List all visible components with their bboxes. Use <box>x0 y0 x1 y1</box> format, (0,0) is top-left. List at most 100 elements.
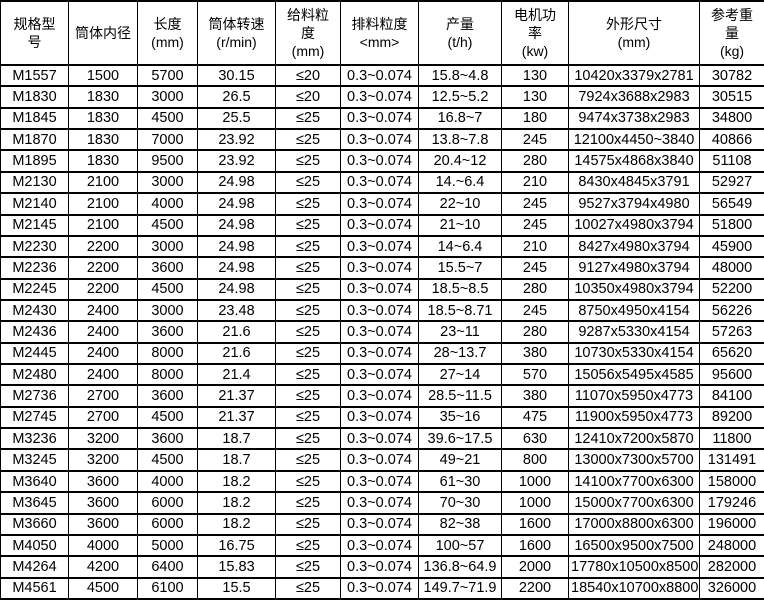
cell-feed-size: ≤25 <box>275 469 341 494</box>
cell-discharge-size: 0.3~0.074 <box>340 128 419 152</box>
table-row: M3236 3200 3600 18.7 ≤25 0.3~0.074 39.6~17.5 63… <box>0 427 764 451</box>
cell-rotate-speed: 23.48 <box>197 298 276 323</box>
cell-length: 4500 <box>137 448 198 472</box>
cell-model: M2480 <box>0 363 69 387</box>
cell-length: 9500 <box>137 149 198 173</box>
column-header-line: 参考重 <box>711 7 753 23</box>
cell-ref-weight: 158000 <box>699 469 764 494</box>
cell-discharge-size: 0.3~0.074 <box>340 576 419 600</box>
cell-discharge-size: 0.3~0.074 <box>340 256 419 280</box>
cell-rotate-speed: 16.75 <box>197 533 276 558</box>
cell-feed-size: ≤25 <box>275 491 341 515</box>
cell-capacity: 23~11 <box>418 320 502 344</box>
cell-discharge-size: 0.3~0.074 <box>340 298 419 323</box>
cell-motor-power: 245 <box>501 256 569 280</box>
cell-capacity: 14.~6.4 <box>418 170 502 195</box>
cell-model: M2145 <box>0 213 69 237</box>
cell-discharge-size: 0.3~0.074 <box>340 363 419 387</box>
cell-length: 5700 <box>137 63 198 88</box>
cell-capacity: 149.7~71.9 <box>418 576 502 600</box>
cell-inner-diameter: 1830 <box>68 128 138 152</box>
cell-inner-diameter: 3600 <box>68 491 138 515</box>
cell-inner-diameter: 2400 <box>68 298 138 323</box>
cell-model: M3245 <box>0 448 69 472</box>
cell-motor-power: 280 <box>501 320 569 344</box>
column-header-line: 规格型 <box>13 16 56 32</box>
cell-motor-power: 280 <box>501 277 569 301</box>
cell-rotate-speed: 24.98 <box>197 192 276 216</box>
table-row: M1895 1830 9500 23.92 ≤25 0.3~0.074 20.4~12 280… <box>0 149 764 173</box>
cell-dimensions: 17000x8800x6300 <box>568 512 700 536</box>
cell-length: 4500 <box>137 106 198 131</box>
cell-inner-diameter: 1830 <box>68 85 138 109</box>
cell-dimensions: 15056x5495x4585 <box>568 363 700 387</box>
cell-motor-power: 475 <box>501 405 569 430</box>
cell-discharge-size: 0.3~0.074 <box>340 213 419 237</box>
cell-dimensions: 9527x3794x4980 <box>568 192 700 216</box>
cell-motor-power: 280 <box>501 149 569 173</box>
column-header-line: <mm> <box>359 34 400 50</box>
table-row: M2130 2100 3000 24.98 ≤25 0.3~0.074 14.~6.4 210… <box>0 170 764 195</box>
cell-length: 4500 <box>137 213 198 237</box>
cell-ref-weight: 95600 <box>699 363 764 387</box>
cell-discharge-size: 0.3~0.074 <box>340 63 419 88</box>
table-row: M1870 1830 7000 23.92 ≤25 0.3~0.074 13.8~7.8 24… <box>0 128 764 152</box>
cell-inner-diameter: 1500 <box>68 63 138 88</box>
table-row: M2230 2200 3000 24.98 ≤25 0.3~0.074 14~6.4 210 8… <box>0 234 764 259</box>
cell-ref-weight: 40866 <box>699 128 764 152</box>
cell-length: 6100 <box>137 576 198 600</box>
cell-length: 4500 <box>137 277 198 301</box>
cell-discharge-size: 0.3~0.074 <box>340 405 419 430</box>
cell-ref-weight: 56549 <box>699 192 764 216</box>
cell-motor-power: 1600 <box>501 512 569 536</box>
table-row: M2745 2700 4500 21.37 ≤25 0.3~0.074 35~16 475 11… <box>0 405 764 430</box>
cell-discharge-size: 0.3~0.074 <box>340 170 419 195</box>
cell-dimensions: 12100x4450~3840 <box>568 128 700 152</box>
cell-discharge-size: 0.3~0.074 <box>340 384 419 408</box>
cell-rotate-speed: 21.4 <box>197 363 276 387</box>
cell-model: M2445 <box>0 341 69 366</box>
cell-discharge-size: 0.3~0.074 <box>340 448 419 472</box>
column-header-line: 量 <box>725 25 739 41</box>
cell-discharge-size: 0.3~0.074 <box>340 512 419 536</box>
cell-length: 6400 <box>137 555 198 579</box>
cell-ref-weight: 45900 <box>699 234 764 259</box>
cell-motor-power: 245 <box>501 192 569 216</box>
cell-model: M2140 <box>0 192 69 216</box>
cell-dimensions: 17780x10500x8500 <box>568 555 700 579</box>
cell-inner-diameter: 4200 <box>68 555 138 579</box>
cell-length: 7000 <box>137 128 198 152</box>
table-row: M4264 4200 6400 15.83 ≤25 0.3~0.074 136.8~64.9… <box>0 555 764 579</box>
cell-model: M2130 <box>0 170 69 195</box>
column-header-line: 筒体转速 <box>208 16 265 32</box>
cell-discharge-size: 0.3~0.074 <box>340 427 419 451</box>
cell-inner-diameter: 1830 <box>68 106 138 131</box>
cell-feed-size: ≤25 <box>275 341 341 366</box>
cell-rotate-speed: 24.98 <box>197 234 276 259</box>
cell-inner-diameter: 2400 <box>68 320 138 344</box>
column-header-model: 规格型号 <box>0 0 69 66</box>
cell-discharge-size: 0.3~0.074 <box>340 192 419 216</box>
cell-length: 3000 <box>137 234 198 259</box>
cell-model: M4050 <box>0 533 69 558</box>
cell-feed-size: ≤25 <box>275 448 341 472</box>
column-header-line: 给料粒 <box>287 7 329 23</box>
cell-ref-weight: 52200 <box>699 277 764 301</box>
cell-ref-weight: 52927 <box>699 170 764 195</box>
column-header-line: 电机功 <box>514 7 556 23</box>
cell-feed-size: ≤25 <box>275 277 341 301</box>
cell-model: M2745 <box>0 405 69 430</box>
cell-feed-size: ≤25 <box>275 320 341 344</box>
cell-rotate-speed: 18.2 <box>197 491 276 515</box>
table-row: M1845 1830 4500 25.5 ≤25 0.3~0.074 16.8~7 180 94… <box>0 106 764 131</box>
cell-dimensions: 11070x5950x4773 <box>568 384 700 408</box>
cell-capacity: 35~16 <box>418 405 502 430</box>
cell-ref-weight: 248000 <box>699 533 764 558</box>
cell-inner-diameter: 2700 <box>68 384 138 408</box>
cell-ref-weight: 34800 <box>699 106 764 131</box>
cell-inner-diameter: 2100 <box>68 213 138 237</box>
cell-dimensions: 7924x3688x2983 <box>568 85 700 109</box>
cell-inner-diameter: 2100 <box>68 192 138 216</box>
cell-ref-weight: 30515 <box>699 85 764 109</box>
